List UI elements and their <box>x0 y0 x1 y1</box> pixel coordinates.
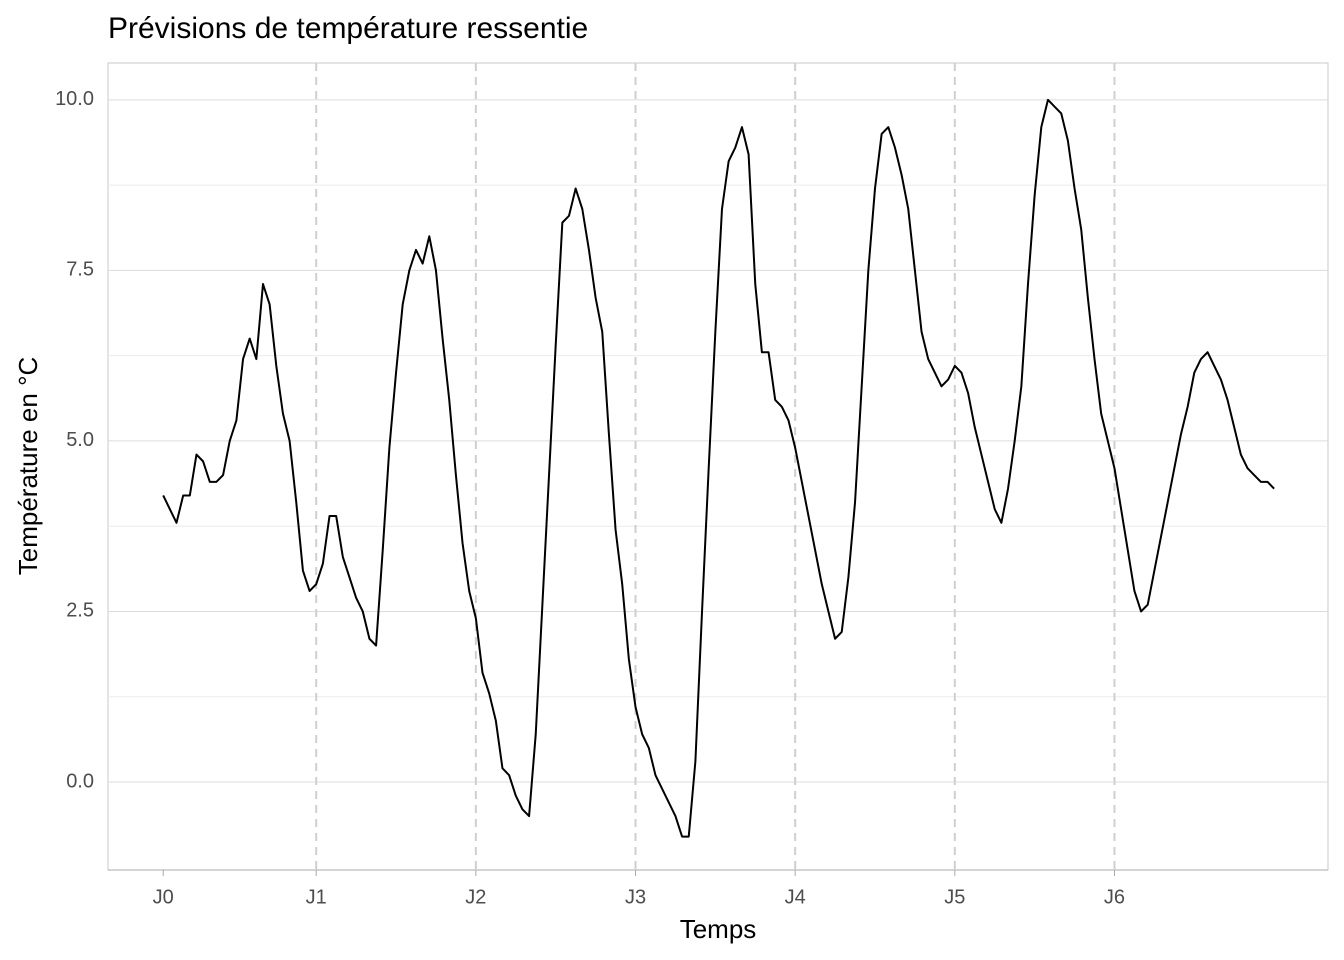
y-tick-label: 10.0 <box>55 88 94 110</box>
x-axis-title: Temps <box>680 914 757 944</box>
y-tick-label: 7.5 <box>66 259 94 281</box>
x-tick-label: J6 <box>1104 886 1125 908</box>
x-tick-label: J0 <box>153 886 174 908</box>
panel-border <box>107 62 1329 871</box>
temperature-line <box>162 98 1275 838</box>
y-tick-label: 2.5 <box>66 600 94 622</box>
y-tick-label: 0.0 <box>66 770 94 792</box>
y-tick-label: 5.0 <box>66 429 94 451</box>
chart-title: Prévisions de température ressentie <box>108 12 588 45</box>
x-tick-label: J4 <box>785 886 806 908</box>
x-tick-label: J2 <box>465 886 486 908</box>
x-tick-label: J1 <box>306 886 327 908</box>
y-axis-title: Température en °C <box>13 357 43 576</box>
x-tick-label: J5 <box>944 886 965 908</box>
x-tick-label: J3 <box>625 886 646 908</box>
